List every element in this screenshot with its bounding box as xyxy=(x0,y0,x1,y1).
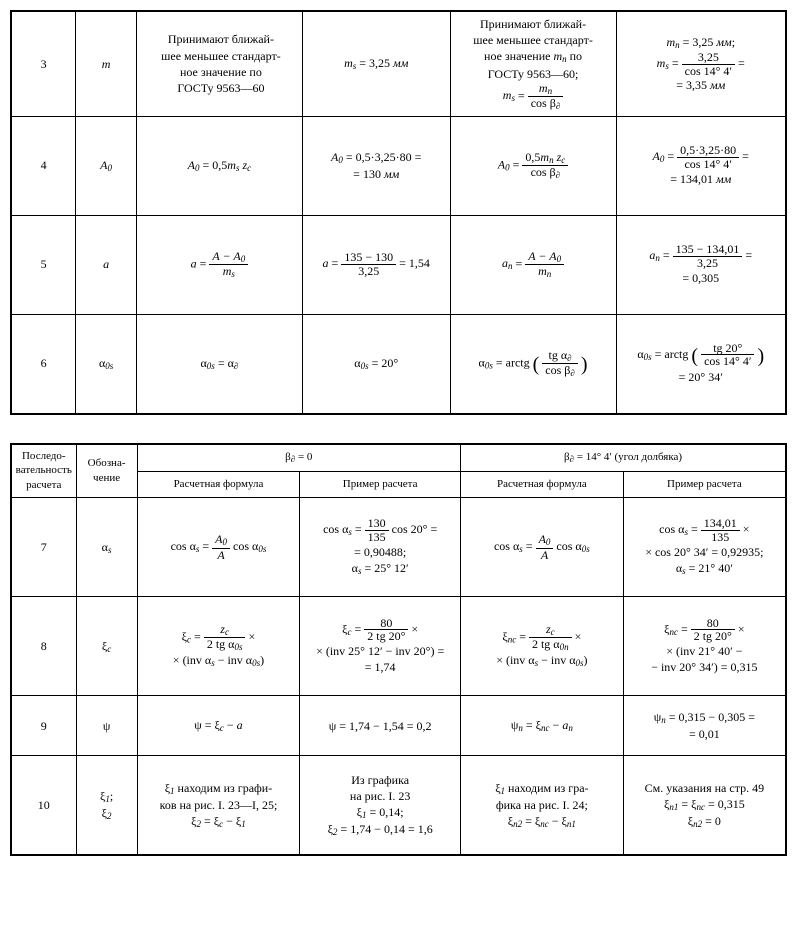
example-cell: ψn = 0,315 − 0,305 == 0,01 xyxy=(623,696,786,756)
seq-cell: 6 xyxy=(11,314,76,414)
header-group-2: β∂ = 14° 4′ (угол долбяка) xyxy=(461,444,787,471)
header-row: Последо­ватель­ность расчета Обозна­чени… xyxy=(11,444,786,471)
sym-cell: αs xyxy=(76,498,137,597)
example-cell: mn = 3,25 мм; ms = 3,25cos 14° 4′ = = 3,… xyxy=(616,11,786,116)
sym-cell: ξ1;ξ2 xyxy=(76,756,137,856)
formula-cell: α0s = arctg ( tg α∂cos β∂ ) xyxy=(450,314,616,414)
calc-table-2: Последо­ватель­ность расчета Обозна­чени… xyxy=(10,443,787,857)
formula-cell: cos αs = A0A cos α0s xyxy=(461,498,624,597)
formula-cell: ξ1 находим из графи-ков на рис. I. 23—I,… xyxy=(137,756,300,856)
header-example: Пример расчета xyxy=(623,471,786,498)
example-cell: См. указания на стр. 49 ξn1 = ξnc = 0,31… xyxy=(623,756,786,856)
formula-cell: ψ = ξc − a xyxy=(137,696,300,756)
formula-cell: a = A − A0ms xyxy=(136,215,302,314)
sym-cell: m xyxy=(76,11,137,116)
formula-cell: Принимают ближай-шее меньшее стандарт-но… xyxy=(450,11,616,116)
sym-cell: α0s xyxy=(76,314,137,414)
example-cell: α0s = arctg ( tg 20°cos 14° 4′ ) = 20° 3… xyxy=(616,314,786,414)
example-cell: Из графикана рис. I. 23 ξ1 = 0,14; ξ2 = … xyxy=(300,756,461,856)
example-cell: A0 = 0,5·3,25·80cos 14° 4′ = = 134,01 мм xyxy=(616,116,786,215)
header-sym: Обозна­чение xyxy=(76,444,137,498)
example-cell: an = 135 − 134,013,25 == 0,305 xyxy=(616,215,786,314)
example-cell: ξnc = 802 tg 20° × × (inv 21° 40′ −− inv… xyxy=(623,597,786,696)
sym-cell: A0 xyxy=(76,116,137,215)
header-formula: Расчетная формула xyxy=(461,471,624,498)
table-row: 4 A0 A0 = 0,5ms zc A0 = 0,5·3,25·80 == 1… xyxy=(11,116,786,215)
calc-table-1: 3 m Принимают ближай-шее меньшее стандар… xyxy=(10,10,787,415)
example-cell: cos αs = 134,01135 × × cos 20° 34′ = 0,9… xyxy=(623,498,786,597)
sym-cell: ξc xyxy=(76,597,137,696)
seq-cell: 8 xyxy=(11,597,76,696)
example-cell: A0 = 0,5·3,25·80 == 130 мм xyxy=(302,116,450,215)
formula-cell: A0 = 0,5mn zccos β∂ xyxy=(450,116,616,215)
seq-cell: 10 xyxy=(11,756,76,856)
seq-cell: 9 xyxy=(11,696,76,756)
example-cell: ψ = 1,74 − 1,54 = 0,2 xyxy=(300,696,461,756)
header-formula: Расчетная формула xyxy=(137,471,300,498)
seq-cell: 5 xyxy=(11,215,76,314)
example-cell: cos αs = 130135 cos 20° = = 0,90488;αs =… xyxy=(300,498,461,597)
sym-cell: a xyxy=(76,215,137,314)
formula-cell: ξ1 находим из гра-фика на рис. I. 24; ξn… xyxy=(461,756,624,856)
example-cell: ξc = 802 tg 20° × × (inv 25° 12′ − inv 2… xyxy=(300,597,461,696)
example-cell: α0s = 20° xyxy=(302,314,450,414)
header-seq: Последо­ватель­ность расчета xyxy=(11,444,76,498)
seq-cell: 7 xyxy=(11,498,76,597)
formula-cell: an = A − A0mn xyxy=(450,215,616,314)
table-row: 6 α0s α0s = α∂ α0s = 20° α0s = arctg ( t… xyxy=(11,314,786,414)
header-example: Пример расчета xyxy=(300,471,461,498)
table-row: 8 ξc ξc = zc2 tg α0s × × (inv αs − inv α… xyxy=(11,597,786,696)
sym-cell: ψ xyxy=(76,696,137,756)
table-row: 9 ψ ψ = ξc − a ψ = 1,74 − 1,54 = 0,2 ψn … xyxy=(11,696,786,756)
table-row: 10 ξ1;ξ2 ξ1 находим из графи-ков на рис.… xyxy=(11,756,786,856)
formula-cell: cos αs = A0A cos α0s xyxy=(137,498,300,597)
formula-cell: α0s = α∂ xyxy=(136,314,302,414)
seq-cell: 3 xyxy=(11,11,76,116)
table-row: 5 a a = A − A0ms a = 135 − 1303,25 = 1,5… xyxy=(11,215,786,314)
formula-cell: ξnc = zc2 tg α0n × × (inv αs − inv α0s) xyxy=(461,597,624,696)
example-cell: ms = 3,25 мм xyxy=(302,11,450,116)
formula-cell: ξc = zc2 tg α0s × × (inv αs − inv α0s) xyxy=(137,597,300,696)
formula-cell: Принимают ближай-шее меньшее стандарт-но… xyxy=(136,11,302,116)
formula-cell: ψn = ξnc − an xyxy=(461,696,624,756)
header-group-1: β∂ = 0 xyxy=(137,444,460,471)
seq-cell: 4 xyxy=(11,116,76,215)
table-row: 3 m Принимают ближай-шее меньшее стандар… xyxy=(11,11,786,116)
example-cell: a = 135 − 1303,25 = 1,54 xyxy=(302,215,450,314)
formula-cell: A0 = 0,5ms zc xyxy=(136,116,302,215)
table-row: 7 αs cos αs = A0A cos α0s cos αs = 13013… xyxy=(11,498,786,597)
